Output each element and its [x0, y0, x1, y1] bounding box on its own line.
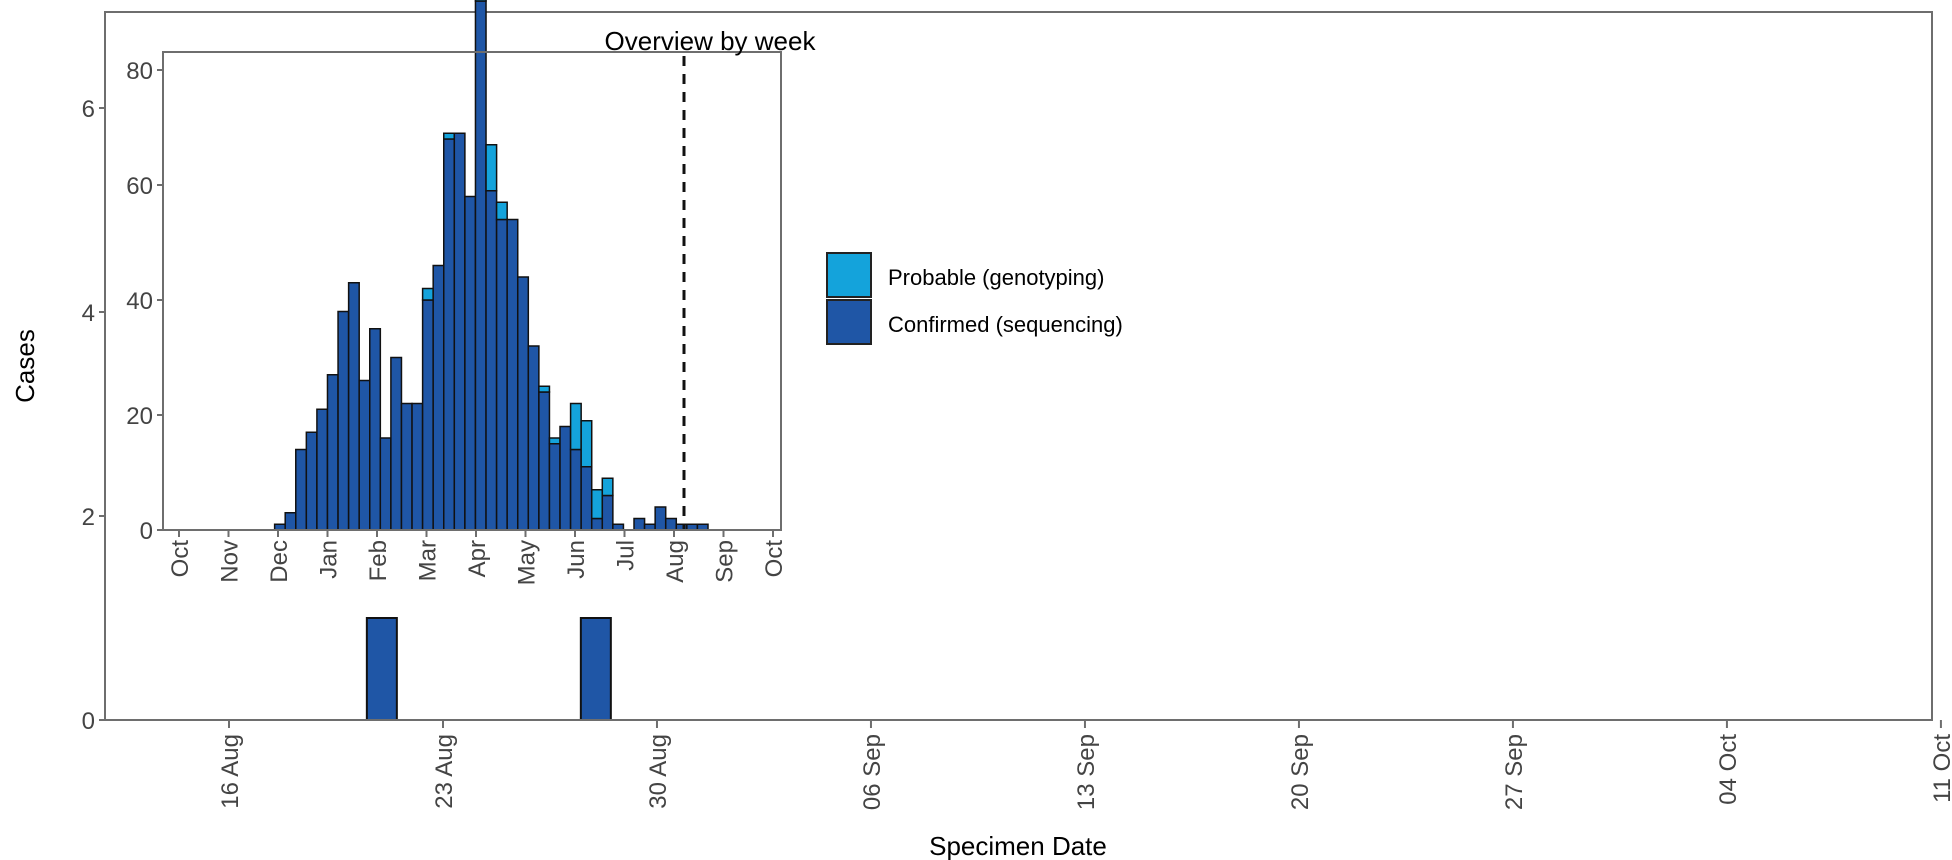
inset-bar-confirmed — [485, 190, 498, 531]
inset-bar-confirmed — [559, 425, 572, 531]
inset-y-tick-label: 40 — [126, 288, 153, 315]
main-y-tick-label: 2 — [82, 504, 95, 531]
y-axis-title: Cases — [10, 329, 40, 403]
main-y-tick-label: 0 — [82, 708, 95, 735]
inset-plot-frame — [162, 51, 782, 531]
main-x-tick-label: 27 Sep — [1501, 734, 1528, 810]
legend-swatch-confirmed — [826, 299, 872, 345]
main-bar — [365, 617, 398, 721]
main-bar — [579, 617, 612, 721]
inset-bar-confirmed — [474, 0, 487, 531]
inset-bar-confirmed — [590, 517, 604, 531]
inset-bar-confirmed — [358, 379, 371, 531]
inset-x-tick-label: Mar — [415, 540, 442, 581]
inset-bar-confirmed — [601, 494, 614, 531]
inset-bar-confirmed — [443, 138, 456, 531]
main-x-tick-label: 06 Sep — [859, 734, 886, 810]
inset-bar-confirmed — [326, 374, 339, 531]
inset-bar-probable — [485, 144, 498, 192]
inset-bar-confirmed — [379, 437, 392, 531]
inset-x-tick-label: Oct — [761, 540, 788, 578]
legend-swatch-probable — [826, 252, 872, 298]
inset-y-tick-label: 60 — [126, 173, 153, 200]
main-y-tick-label: 4 — [82, 300, 95, 327]
inset-y-tick-label: 0 — [140, 518, 153, 545]
inset-x-tick-label: May — [514, 540, 541, 585]
inset-bar-confirmed — [569, 448, 582, 531]
inset-bar-confirmed — [464, 195, 477, 531]
inset-bar-confirmed — [664, 517, 678, 531]
main-x-tick-label: 13 Sep — [1073, 734, 1100, 810]
main-x-tick-label: 16 Aug — [217, 734, 244, 809]
inset-bar-probable — [421, 287, 434, 301]
legend-label-confirmed: Confirmed (sequencing) — [888, 312, 1123, 337]
inset-x-tick-label: Feb — [365, 540, 392, 581]
inset-bar-confirmed — [633, 517, 646, 531]
inset-bar-probable — [474, 0, 487, 2]
inset-bar-probable — [495, 201, 508, 221]
inset-bar-confirmed — [347, 282, 360, 531]
inset-x-tick-label: Jan — [316, 540, 343, 579]
inset-bar-confirmed — [400, 402, 413, 531]
inset-bar-confirmed — [295, 448, 308, 531]
main-x-tick-label: 20 Sep — [1287, 734, 1314, 810]
inset-bar-confirmed — [316, 408, 329, 531]
inset-bar-confirmed — [369, 328, 382, 531]
inset-bar-confirmed — [390, 356, 403, 531]
inset-y-tick-label: 20 — [126, 403, 153, 430]
inset-bar-confirmed — [432, 264, 445, 531]
inset-x-tick-label: Nov — [217, 540, 244, 583]
inset-bar-probable — [548, 437, 561, 445]
inset-bar-confirmed — [516, 276, 530, 531]
inset-bar-probable — [443, 132, 456, 140]
inset-x-tick-label: Aug — [662, 540, 689, 583]
inset-y-tick-label: 80 — [126, 58, 153, 85]
inset-bar-confirmed — [654, 506, 667, 531]
inset-x-tick-label: Sep — [712, 540, 739, 583]
inset-bar-confirmed — [453, 132, 466, 531]
legend: Probable (genotyping) Confirmed (sequenc… — [826, 252, 1123, 345]
main-x-tick-label: 11 Oct — [1929, 734, 1952, 803]
inset-bar-probable — [538, 385, 551, 393]
inset-x-tick-label: Jul — [613, 540, 640, 571]
main-y-tick-label: 6 — [82, 96, 95, 123]
inset-x-tick-label: Apr — [464, 540, 491, 577]
inset-bar-confirmed — [527, 345, 540, 531]
inset-bar-confirmed — [580, 466, 593, 531]
inset-bar-confirmed — [538, 391, 551, 531]
inset-bar-confirmed — [305, 431, 318, 531]
x-axis-title: Specimen Date — [929, 831, 1107, 860]
inset-x-tick-label: Jun — [563, 540, 590, 579]
inset-bar-probable — [601, 477, 614, 497]
inset-bar-confirmed — [548, 443, 561, 531]
inset-bar-confirmed — [506, 218, 519, 531]
main-x-tick-label: 30 Aug — [645, 734, 672, 809]
inset-bar-confirmed — [495, 218, 508, 531]
legend-label-probable: Probable (genotyping) — [888, 265, 1104, 290]
inset-bar-probable — [569, 402, 582, 451]
inset-bar-confirmed — [284, 512, 297, 531]
inset-bar-confirmed — [421, 299, 434, 531]
inset-bar-probable — [580, 420, 593, 468]
inset-x-tick-label: Dec — [266, 540, 293, 583]
inset-bar-confirmed — [411, 402, 424, 531]
main-x-tick-label: 04 Oct — [1715, 734, 1742, 805]
inset-bar-confirmed — [337, 310, 350, 531]
main-x-tick-label: 23 Aug — [431, 734, 458, 809]
inset-bar-probable — [590, 489, 604, 520]
inset-x-tick-label: Oct — [167, 540, 194, 578]
inset-title: Overview by week — [605, 26, 817, 56]
